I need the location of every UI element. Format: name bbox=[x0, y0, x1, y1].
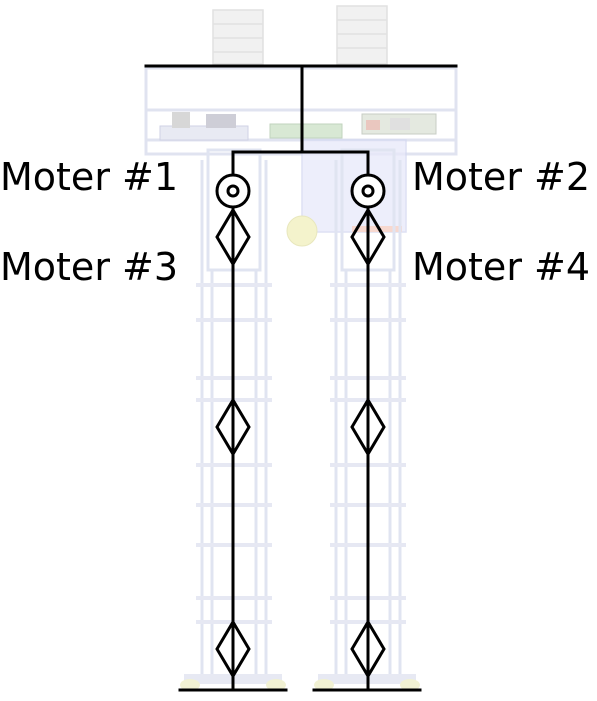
prismatic-joint-left-3 bbox=[215, 619, 251, 679]
motor-1-label: Moter #1 bbox=[0, 155, 179, 199]
battery-left bbox=[212, 9, 264, 65]
electronics-boards bbox=[159, 112, 437, 141]
revolute-joint-right bbox=[350, 173, 386, 209]
prismatic-joint-left-2 bbox=[215, 397, 251, 457]
right-leg-frame bbox=[334, 148, 402, 680]
prismatic-joint-right-2 bbox=[350, 397, 386, 457]
prismatic-joint-left-1 bbox=[215, 207, 251, 267]
battery-right bbox=[336, 5, 388, 65]
prismatic-joint-right-1 bbox=[350, 207, 386, 267]
hip-axis-marker bbox=[352, 226, 402, 232]
prismatic-joints bbox=[215, 207, 386, 679]
motor-3-label: Moter #3 bbox=[0, 245, 179, 289]
center-of-mass-marker bbox=[286, 215, 318, 247]
motor-2-label: Moter #2 bbox=[412, 155, 591, 199]
prismatic-joint-right-3 bbox=[350, 619, 386, 679]
motor-4-label: Moter #4 bbox=[412, 245, 591, 289]
kinematic-links bbox=[144, 64, 458, 692]
revolute-joint-left bbox=[215, 173, 251, 209]
